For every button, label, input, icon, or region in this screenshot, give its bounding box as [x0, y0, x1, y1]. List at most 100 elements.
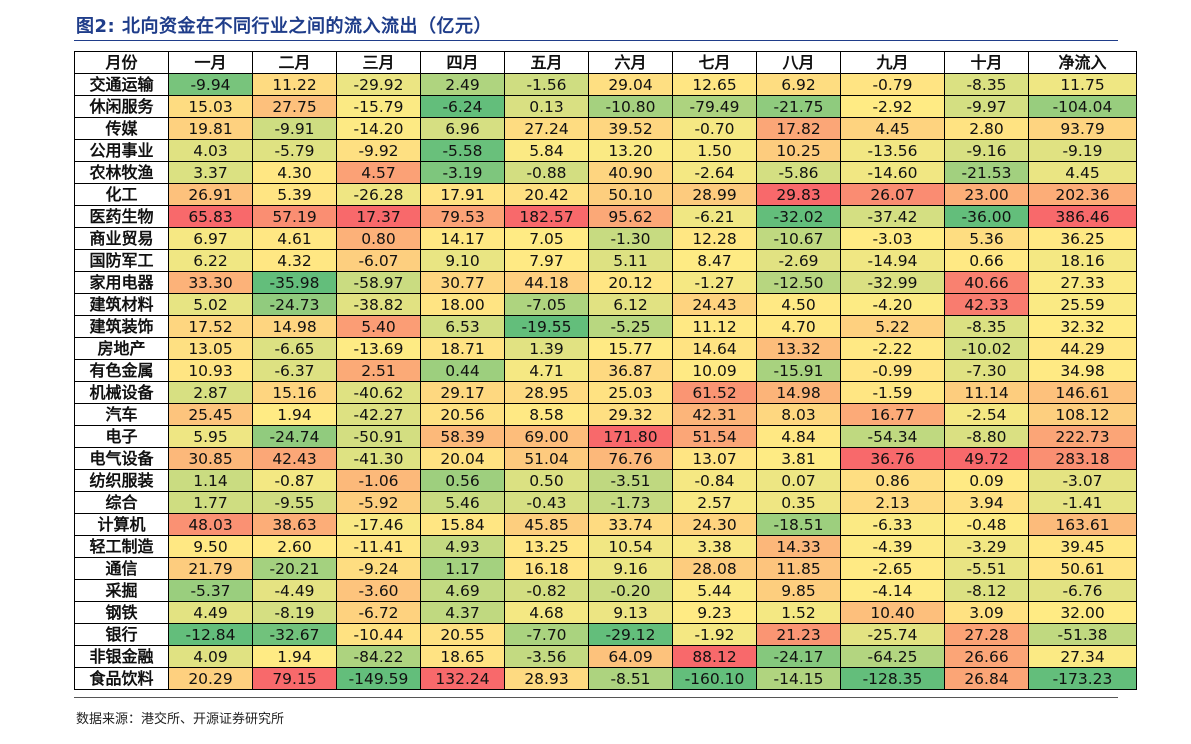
table-cell: 9.85: [756, 579, 841, 602]
table-cell: 1.52: [756, 601, 841, 624]
table-cell: 4.93: [420, 535, 505, 558]
table-cell: -32.67: [252, 623, 337, 646]
table-cell: 4.57: [336, 161, 421, 184]
row-label: 通信: [74, 557, 169, 580]
table-cell: -79.49: [672, 95, 757, 118]
table-cell: 222.73: [1028, 425, 1137, 448]
table-cell: 0.56: [420, 469, 505, 492]
table-cell: -14.15: [756, 667, 841, 690]
table-cell: 5.22: [840, 315, 945, 338]
row-label: 建筑装饰: [74, 315, 169, 338]
table-cell: 32.32: [1028, 315, 1137, 338]
table-cell: 23.00: [944, 183, 1029, 206]
table-cell: 28.08: [672, 557, 757, 580]
column-header: 二月: [252, 51, 337, 74]
table-cell: -58.97: [336, 271, 421, 294]
table-cell: 2.51: [336, 359, 421, 382]
row-label: 休闲服务: [74, 95, 169, 118]
table-cell: 13.25: [504, 535, 589, 558]
table-cell: -149.59: [336, 667, 421, 690]
table-cell: -6.07: [336, 249, 421, 272]
table-cell: 24.30: [672, 513, 757, 536]
table-cell: 11.14: [944, 381, 1029, 404]
table-cell: 14.98: [252, 315, 337, 338]
table-cell: 13.20: [588, 139, 673, 162]
table-cell: 146.61: [1028, 381, 1137, 404]
table-row: 食品饮料 20.29 79.15 -149.59 132.24 28.93 -8.51 -16…: [74, 667, 1137, 690]
table-header: 月份 一月 二月 三月 四月 五月 六月 七月 八月 九月 十月 净流入: [74, 51, 1137, 74]
table-cell: 0.35: [756, 491, 841, 514]
table-cell: 9.50: [168, 535, 253, 558]
table-cell: 17.37: [336, 205, 421, 228]
column-header: 五月: [504, 51, 589, 74]
table-cell: -25.74: [840, 623, 945, 646]
table-cell: 0.44: [420, 359, 505, 382]
table-cell: -36.00: [944, 205, 1029, 228]
table-cell: 2.87: [168, 381, 253, 404]
table-row: 综合 1.77 -9.55 -5.92 5.46 -0.43 -1.73 2.57 0.35 2.…: [74, 491, 1137, 514]
table-cell: 88.12: [672, 645, 757, 668]
table-cell: 20.42: [504, 183, 589, 206]
table-cell: -32.99: [840, 271, 945, 294]
table-cell: -1.56: [504, 73, 589, 96]
table-cell: 95.62: [588, 205, 673, 228]
table-cell: -5.92: [336, 491, 421, 514]
table-row: 计算机 48.03 38.63 -17.46 15.84 45.85 33.74 24.30-…: [74, 513, 1137, 536]
table-cell: 14.17: [420, 227, 505, 250]
table-cell: -26.28: [336, 183, 421, 206]
table-cell: -12.84: [168, 623, 253, 646]
table-cell: 61.52: [672, 381, 757, 404]
table-cell: -0.43: [504, 491, 589, 514]
table-cell: 5.84: [504, 139, 589, 162]
table-cell: -5.86: [756, 161, 841, 184]
table-cell: -1.41: [1028, 491, 1137, 514]
table-cell: 4.71: [504, 359, 589, 382]
table-cell: 6.53: [420, 315, 505, 338]
table-cell: 27.34: [1028, 645, 1137, 668]
table-cell: 14.33: [756, 535, 841, 558]
table-cell: 17.52: [168, 315, 253, 338]
table-cell: 4.49: [168, 601, 253, 624]
table-cell: 27.33: [1028, 271, 1137, 294]
table-cell: -0.79: [840, 73, 945, 96]
row-label: 国防军工: [74, 249, 169, 272]
table-cell: -8.12: [944, 579, 1029, 602]
table-cell: -9.91: [252, 117, 337, 140]
figure-title: 图2: 北向资金在不同行业之间的流入流出（亿元）: [76, 16, 492, 37]
table-cell: -1.73: [588, 491, 673, 514]
table-cell: -21.75: [756, 95, 841, 118]
table-cell: 3.37: [168, 161, 253, 184]
table-cell: -9.92: [336, 139, 421, 162]
table-cell: 163.61: [1028, 513, 1137, 536]
table-cell: -2.65: [840, 557, 945, 580]
table-row: 非银金融 4.09 1.94 -84.22 18.65 -3.56 64.09 88.12 -2…: [74, 645, 1137, 668]
table-cell: -54.34: [840, 425, 945, 448]
row-label: 交通运输: [74, 73, 169, 96]
table-cell: 29.83: [756, 183, 841, 206]
table-cell: 79.53: [420, 205, 505, 228]
table-cell: 25.45: [168, 403, 253, 426]
table-cell: -6.65: [252, 337, 337, 360]
table-cell: 8.03: [756, 403, 841, 426]
table-cell: 10.09: [672, 359, 757, 382]
table-row: 商业贸易 6.97 4.61 0.80 14.17 7.05 -1.30 12.28 -10.6…: [74, 227, 1137, 250]
table-cell: -64.25: [840, 645, 945, 668]
table-cell: 283.18: [1028, 447, 1137, 470]
table-cell: -13.56: [840, 139, 945, 162]
table-cell: -4.39: [840, 535, 945, 558]
row-label: 计算机: [74, 513, 169, 536]
column-header: 十月: [944, 51, 1029, 74]
table-cell: 20.29: [168, 667, 253, 690]
table-cell: -51.38: [1028, 623, 1137, 646]
table-cell: 69.00: [504, 425, 589, 448]
column-header: 净流入: [1028, 51, 1137, 74]
table-cell: 36.25: [1028, 227, 1137, 250]
table-cell: 44.18: [504, 271, 589, 294]
table-cell: 26.07: [840, 183, 945, 206]
table-cell: 20.04: [420, 447, 505, 470]
table-cell: -24.17: [756, 645, 841, 668]
table-cell: 4.50: [756, 293, 841, 316]
table-cell: -10.02: [944, 337, 1029, 360]
table-row: 纺织服装 1.14 -0.87 -1.06 0.56 0.50 -3.51 -0.84 0.07…: [74, 469, 1137, 492]
table-cell: 58.39: [420, 425, 505, 448]
